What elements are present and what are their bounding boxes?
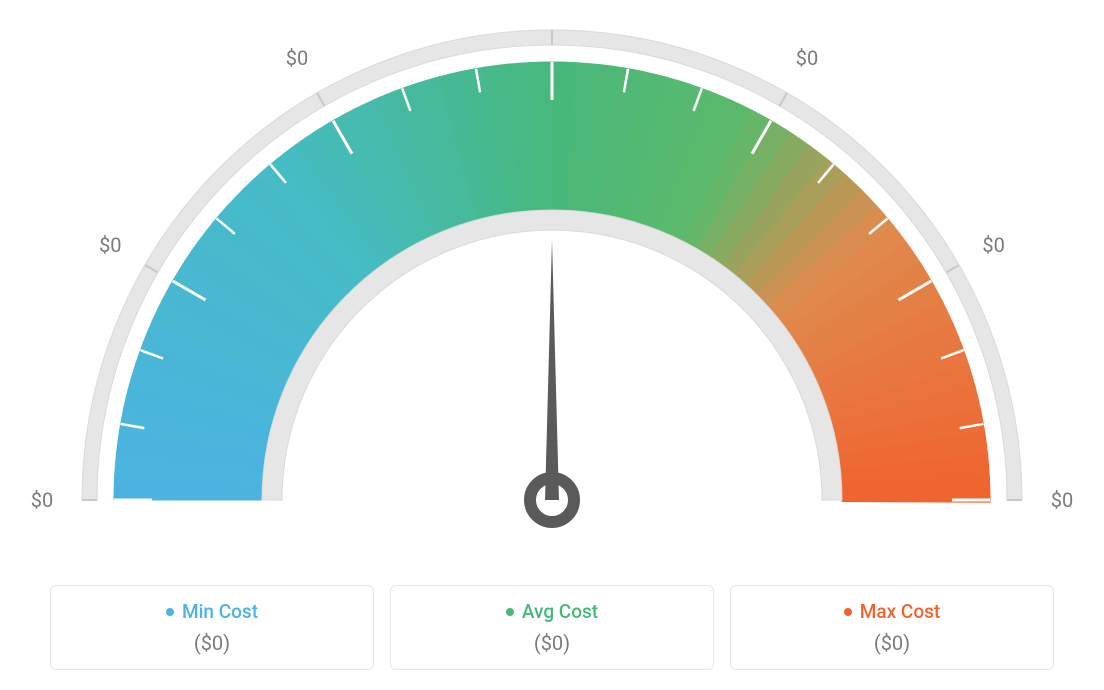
legend-dot-icon <box>166 608 174 616</box>
gauge-tick-label: $0 <box>982 233 1004 257</box>
legend-dot-icon <box>844 608 852 616</box>
legend-card-avg: Avg Cost ($0) <box>390 585 714 670</box>
legend-row: Min Cost ($0) Avg Cost ($0) Max Cost ($0) <box>50 585 1054 670</box>
legend-label-text: Avg Cost <box>522 600 598 623</box>
gauge-tick-label: $0 <box>541 0 563 2</box>
legend-title-min: Min Cost <box>166 600 258 623</box>
gauge-tick-label: $0 <box>286 46 308 70</box>
legend-value-text: ($0) <box>61 631 363 655</box>
gauge-needle <box>545 240 559 500</box>
legend-card-min: Min Cost ($0) <box>50 585 374 670</box>
gauge-tick-label: $0 <box>99 233 121 257</box>
gauge-tick-label: $0 <box>796 46 818 70</box>
legend-label-text: Max Cost <box>860 600 940 623</box>
gauge-tick-label: $0 <box>31 488 53 512</box>
legend-value-text: ($0) <box>741 631 1043 655</box>
gauge-tick-label: $0 <box>1051 488 1073 512</box>
legend-dot-icon <box>506 608 514 616</box>
legend-card-max: Max Cost ($0) <box>730 585 1054 670</box>
legend-title-avg: Avg Cost <box>506 600 598 623</box>
legend-value-text: ($0) <box>401 631 703 655</box>
legend-label-text: Min Cost <box>182 600 258 623</box>
legend-title-max: Max Cost <box>844 600 940 623</box>
gauge-svg <box>0 0 1104 560</box>
gauge-chart: $0 $0 $0 $0 $0 $0 $0 <box>0 0 1104 560</box>
